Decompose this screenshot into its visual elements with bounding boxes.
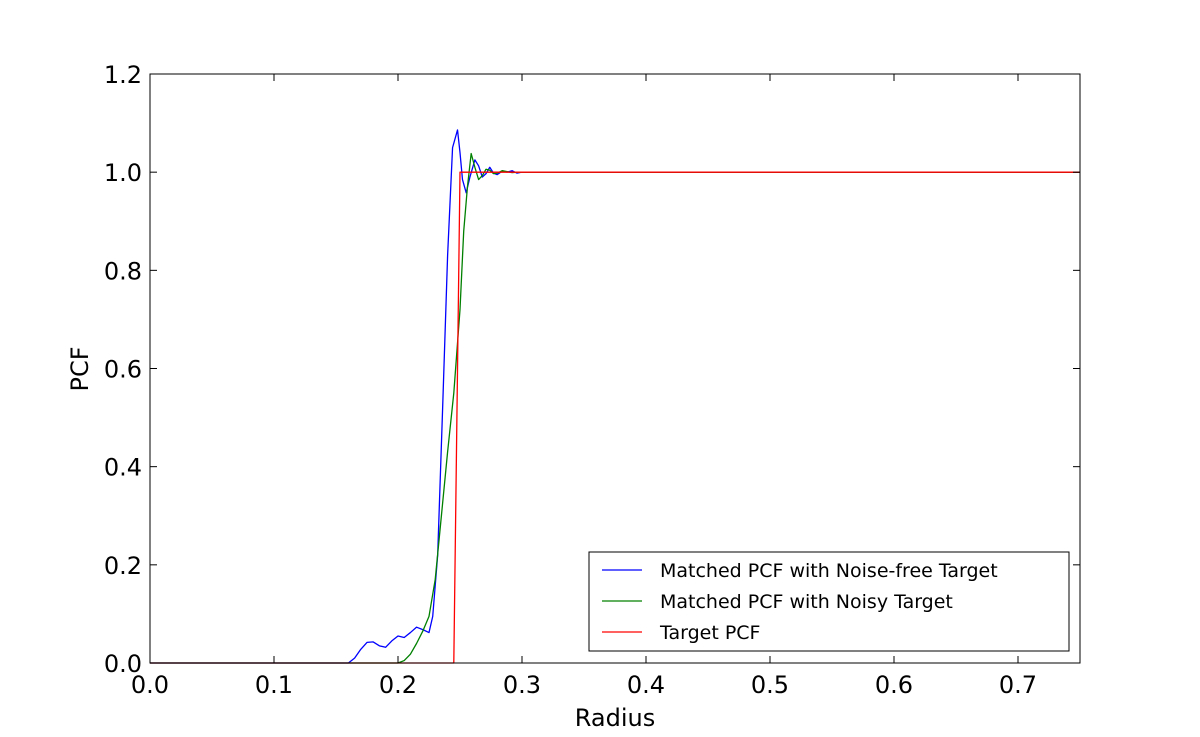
- legend-box: [588, 551, 1070, 652]
- x-tick-label: 0.7: [999, 671, 1037, 699]
- x-axis-title: Radius: [575, 704, 655, 732]
- tick-layer: 0.0 0.1 0.2 0.3 0.4 0.5 0.6 0.7 0.0 0.2 0.4 0.6 0.8 1…: [104, 61, 1080, 699]
- x-tick-label: 0.5: [751, 671, 789, 699]
- y-tick-label: 0.8: [104, 257, 142, 285]
- y-tick-label: 1.0: [104, 159, 142, 187]
- y-tick-label: 0.6: [104, 356, 142, 384]
- axes-frame: [149, 73, 1081, 664]
- y-tick-label: 1.2: [104, 61, 142, 89]
- y-tick-label: 0.2: [104, 552, 142, 580]
- y-tick-label: 0.4: [104, 454, 142, 482]
- legend-label-noise-free: Matched PCF with Noise-free Target: [660, 560, 998, 582]
- legend: Matched PCF with Noise-free Target Match…: [588, 551, 1070, 652]
- y-tick-label: 0.0: [104, 650, 142, 678]
- x-tick-label: 0.0: [131, 671, 169, 699]
- x-tick-label: 0.4: [627, 671, 665, 699]
- y-axis-title: PCF: [66, 346, 94, 391]
- x-tick-label: 0.3: [503, 671, 541, 699]
- legend-label-target: Target PCF: [659, 622, 760, 644]
- legend-label-noisy: Matched PCF with Noisy Target: [660, 591, 953, 613]
- x-tick-label: 0.2: [379, 671, 417, 699]
- x-tick-label: 0.6: [875, 671, 913, 699]
- x-tick-label: 0.1: [255, 671, 293, 699]
- plot-frame: [149, 73, 1081, 664]
